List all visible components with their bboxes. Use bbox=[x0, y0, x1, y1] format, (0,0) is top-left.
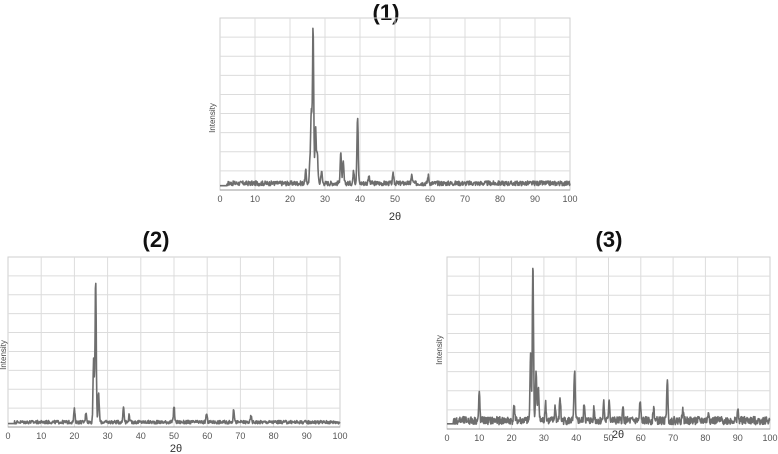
panel-2: (2) 0 10 20 30 40 50 60 70 80 90 100 2θ Intensity bbox=[0, 227, 348, 454]
x-tick-label: 20 bbox=[69, 431, 79, 441]
x-tick-label: 30 bbox=[103, 431, 113, 441]
x-tick-label: 40 bbox=[136, 431, 146, 441]
panel-2-series-line bbox=[7, 282, 341, 425]
x-tick-label: 70 bbox=[460, 194, 470, 204]
x-tick-label: 80 bbox=[700, 433, 710, 443]
panel-3-x-ticks: 0 10 20 30 40 50 60 70 80 90 100 bbox=[444, 433, 777, 443]
x-tick-label: 90 bbox=[530, 194, 540, 204]
panel-1-x-ticks: 0 10 20 30 40 50 60 70 80 90 100 bbox=[217, 194, 577, 204]
x-tick-label: 0 bbox=[217, 194, 222, 204]
x-tick-label: 90 bbox=[733, 433, 743, 443]
panel-1: (1) 0 10 20 30 40 50 60 70 80 90 100 2θ Intensity bbox=[208, 0, 578, 223]
panel-2-x-ticks: 0 10 20 30 40 50 60 70 80 90 100 bbox=[5, 431, 347, 441]
x-tick-label: 30 bbox=[539, 433, 549, 443]
x-tick-label: 100 bbox=[332, 431, 347, 441]
x-tick-label: 60 bbox=[636, 433, 646, 443]
x-tick-label: 30 bbox=[320, 194, 330, 204]
panel-1-y-axis-label: Intensity bbox=[208, 103, 217, 133]
x-tick-label: 100 bbox=[762, 433, 777, 443]
panel-3-title: (3) bbox=[596, 227, 623, 252]
panel-3-grid bbox=[447, 257, 770, 430]
panel-3: (3) 0 10 20 30 40 50 60 70 80 90 100 2θ Intensity bbox=[435, 227, 778, 443]
x-tick-label: 50 bbox=[169, 431, 179, 441]
x-tick-label: 90 bbox=[302, 431, 312, 441]
panel-1-grid bbox=[220, 18, 570, 191]
x-tick-label: 80 bbox=[269, 431, 279, 441]
x-tick-label: 40 bbox=[571, 433, 581, 443]
x-tick-label: 80 bbox=[495, 194, 505, 204]
panel-2-y-axis-label: Intensity bbox=[0, 340, 8, 370]
x-tick-label: 0 bbox=[444, 433, 449, 443]
x-tick-label: 20 bbox=[507, 433, 517, 443]
x-tick-label: 70 bbox=[235, 431, 245, 441]
panel-2-title: (2) bbox=[143, 227, 170, 252]
x-tick-label: 10 bbox=[250, 194, 260, 204]
x-tick-label: 100 bbox=[562, 194, 577, 204]
panel-3-series-line bbox=[446, 267, 771, 426]
panel-3-x-axis-label: 2θ bbox=[612, 429, 624, 441]
panel-2-grid bbox=[8, 257, 340, 428]
x-tick-label: 0 bbox=[5, 431, 10, 441]
x-tick-label: 10 bbox=[36, 431, 46, 441]
panel-2-x-axis-label: 2θ bbox=[170, 443, 182, 454]
panel-3-y-axis-label: Intensity bbox=[435, 335, 444, 365]
x-tick-label: 50 bbox=[603, 433, 613, 443]
x-tick-label: 50 bbox=[390, 194, 400, 204]
x-tick-label: 60 bbox=[202, 431, 212, 441]
x-tick-label: 40 bbox=[355, 194, 365, 204]
x-tick-label: 20 bbox=[285, 194, 295, 204]
x-tick-label: 70 bbox=[668, 433, 678, 443]
x-tick-label: 10 bbox=[474, 433, 484, 443]
x-tick-label: 60 bbox=[425, 194, 435, 204]
panel-1-series-line bbox=[219, 27, 571, 187]
panel-1-x-axis-label: 2θ bbox=[389, 211, 401, 223]
